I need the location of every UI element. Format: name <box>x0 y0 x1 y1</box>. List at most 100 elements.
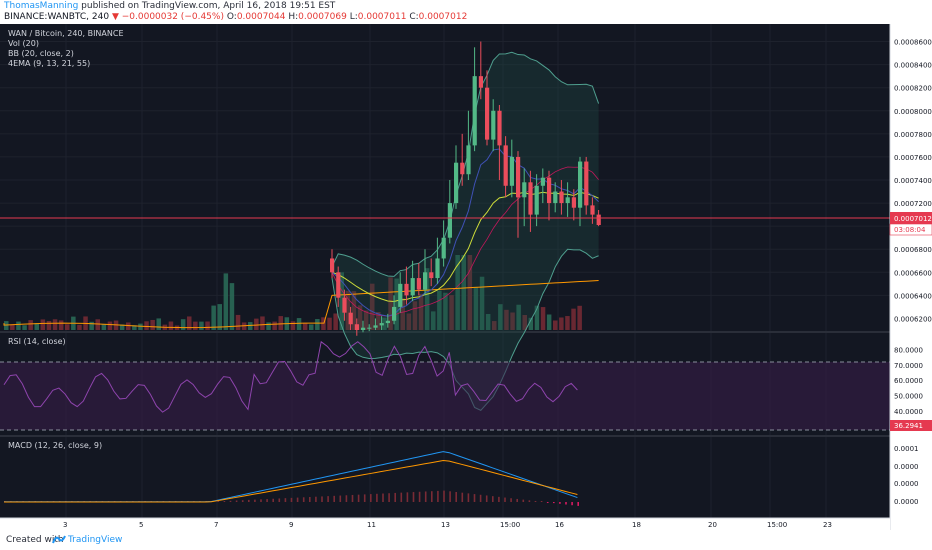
chart-canvas[interactable]: WAN / Bitcoin, 240, BINANCE Vol (20) BB … <box>0 24 932 530</box>
volume-bar <box>534 305 540 330</box>
time-tick-label: 15:00 <box>500 521 520 529</box>
volume-bar <box>412 301 418 330</box>
candle-body <box>429 272 434 279</box>
countdown-label: 03:08:04 <box>894 226 926 234</box>
macd-histogram-bar <box>455 491 457 502</box>
macd-histogram-bar <box>321 496 323 502</box>
volume-bar <box>357 305 363 330</box>
candle-body <box>336 272 341 298</box>
macd-histogram-bar <box>309 497 311 502</box>
last-price-badge <box>890 212 932 224</box>
volume-bar <box>248 322 253 330</box>
rsi-tick-label: 70.0000 <box>894 362 923 370</box>
volume-bar <box>473 287 479 330</box>
volume-bar <box>309 324 314 330</box>
macd-histogram-bar <box>565 502 567 505</box>
rsi-last-label: 36.2941 <box>894 422 923 430</box>
volume-bar <box>58 320 64 330</box>
volume-bar <box>16 321 21 330</box>
volume-bar <box>363 310 369 330</box>
candle-body <box>354 324 359 330</box>
candle-body <box>460 162 465 175</box>
volume-bar <box>156 318 161 330</box>
volume-bar <box>528 317 534 330</box>
candle-body <box>348 312 353 325</box>
volume-bar <box>455 255 460 330</box>
volume-bar <box>65 324 70 330</box>
macd-histogram-bar <box>504 497 506 502</box>
candle-body <box>547 177 552 204</box>
macd-histogram-bar <box>418 491 421 502</box>
macd-histogram-bar <box>473 494 476 502</box>
volume-bar <box>382 317 387 330</box>
macd-histogram-bar <box>522 499 525 502</box>
candle-body <box>516 156 521 198</box>
volume-bar <box>485 314 491 330</box>
price-tick-label: 0.0008200 <box>894 85 932 93</box>
price-tick-label: 0.0007600 <box>894 154 932 162</box>
macd-histogram-bar <box>260 499 262 502</box>
candle-body <box>423 272 428 290</box>
rsi-tick-label: 80.0000 <box>894 346 923 354</box>
volume-bar <box>565 316 570 330</box>
legend-vol: Vol (20) <box>8 39 39 48</box>
candle-body <box>528 182 533 215</box>
tradingview-logo-icon[interactable] <box>52 534 66 547</box>
close-label: C: <box>409 12 419 22</box>
macd-tick-label: 0.0000 <box>894 480 919 488</box>
volume-bar <box>235 314 241 330</box>
legend-title: WAN / Bitcoin, 240, BINANCE <box>8 29 124 38</box>
price-tick-label: 0.0006400 <box>894 292 932 300</box>
candle-body <box>342 297 347 313</box>
candle-body <box>404 283 409 296</box>
volume-bar <box>229 283 235 330</box>
low-value: 0.0007011 <box>357 12 407 22</box>
macd-histogram-bar <box>284 498 287 502</box>
volume-bar <box>296 318 302 330</box>
macd-histogram-bar <box>339 495 342 502</box>
bollinger-band-fill <box>332 52 599 411</box>
low-label: L: <box>349 12 358 22</box>
macd-histogram-bar <box>424 491 427 502</box>
candle-body <box>385 320 390 324</box>
volume-bar <box>540 307 546 330</box>
macd-histogram-bar <box>412 492 415 502</box>
volume-bar <box>4 321 9 330</box>
author-link[interactable]: ThomasManning <box>4 1 79 11</box>
volume-bar <box>504 309 509 330</box>
price-axis-ticks: 0.0008600 0.0008400 0.0008200 0.0008000 0.00… <box>894 39 932 324</box>
volume-bar <box>138 323 143 330</box>
macd-histogram-bar <box>498 496 500 502</box>
time-tick-label: 13 <box>441 521 450 529</box>
symbol-line: BINANCE:WANBTC, 240 ▼ −0.0000032 (−0.45%… <box>4 12 467 22</box>
rsi-tick-label: 40.0000 <box>894 408 923 416</box>
volume-bar <box>424 268 430 330</box>
open-label: O: <box>226 12 237 22</box>
volume-bar <box>180 319 186 330</box>
volume-bar <box>577 305 582 330</box>
candle-body <box>416 278 421 290</box>
candle-body <box>534 185 539 215</box>
time-tick-label: 15:00 <box>767 521 787 529</box>
price-tick-label: 0.0006200 <box>894 315 932 323</box>
volume-bar <box>211 305 216 330</box>
volume-bar <box>492 321 497 330</box>
macd-histogram-bar <box>540 501 543 502</box>
macd-histogram-bar <box>351 494 354 502</box>
volume-bar <box>376 312 381 330</box>
volume-bar <box>126 322 131 330</box>
volume-bar <box>498 304 503 330</box>
candle-body <box>373 325 378 328</box>
footer-brand-link[interactable]: TradingView <box>68 535 123 545</box>
macd-histogram-bar <box>546 502 549 503</box>
macd-histogram-bar <box>516 498 518 502</box>
time-tick-label: 7 <box>214 521 218 529</box>
volume-bar <box>339 272 344 330</box>
macd-histogram-bar <box>357 494 360 502</box>
volume-bar <box>370 283 375 330</box>
candle-body <box>553 191 558 204</box>
macd-histogram-bar <box>559 502 561 504</box>
price-axis[interactable] <box>890 24 932 530</box>
time-axis[interactable] <box>0 518 890 530</box>
volume-bar <box>40 319 46 330</box>
